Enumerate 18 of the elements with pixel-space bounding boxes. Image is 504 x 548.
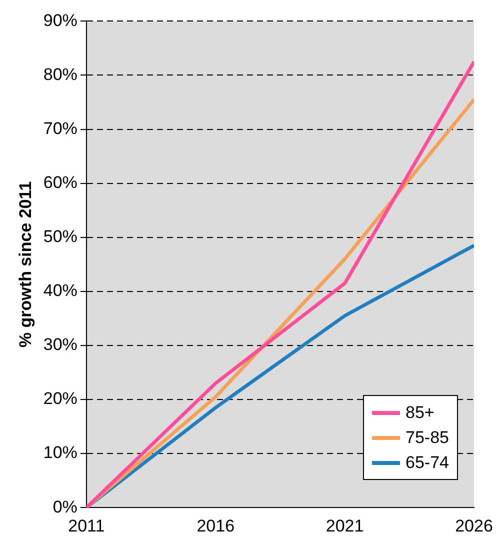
y-tick-label: 60% <box>43 173 78 192</box>
legend-label: 65-74 <box>406 452 449 474</box>
y-tick-label: 80% <box>43 64 78 84</box>
y-tick-label: 10% <box>43 443 78 462</box>
y-tick-label: 0% <box>52 497 78 516</box>
y-tick-label: 90% <box>43 10 78 30</box>
y-tick-label: 40% <box>43 281 78 300</box>
x-tick-label: 2016 <box>196 516 235 536</box>
x-tick-label: 2026 <box>455 516 493 536</box>
y-tick-label: 50% <box>43 227 78 246</box>
x-tick-label: 2011 <box>68 516 105 536</box>
legend-label: 85+ <box>406 402 434 424</box>
x-tick-label: 2021 <box>326 516 364 536</box>
y-axis-title: % growth since 2011 <box>16 181 35 348</box>
y-tick-label: 20% <box>43 389 78 408</box>
legend-label: 75-85 <box>406 427 449 449</box>
y-tick-label: 70% <box>43 118 78 138</box>
y-tick-label: 30% <box>43 335 78 354</box>
